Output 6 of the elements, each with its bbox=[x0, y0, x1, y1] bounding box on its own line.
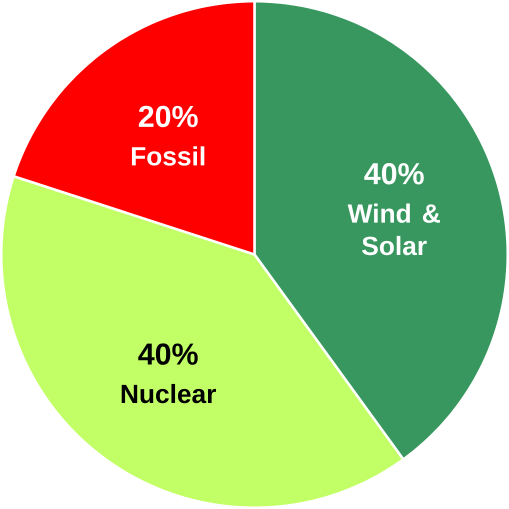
slice-label: Fossil bbox=[132, 146, 204, 166]
data-label: 40% bbox=[138, 343, 198, 365]
slice-label: Wind & Solar bbox=[348, 204, 440, 256]
data-label: 40% bbox=[364, 162, 424, 184]
slice-label: Nuclear bbox=[122, 384, 216, 404]
data-label: 20% bbox=[138, 106, 198, 128]
